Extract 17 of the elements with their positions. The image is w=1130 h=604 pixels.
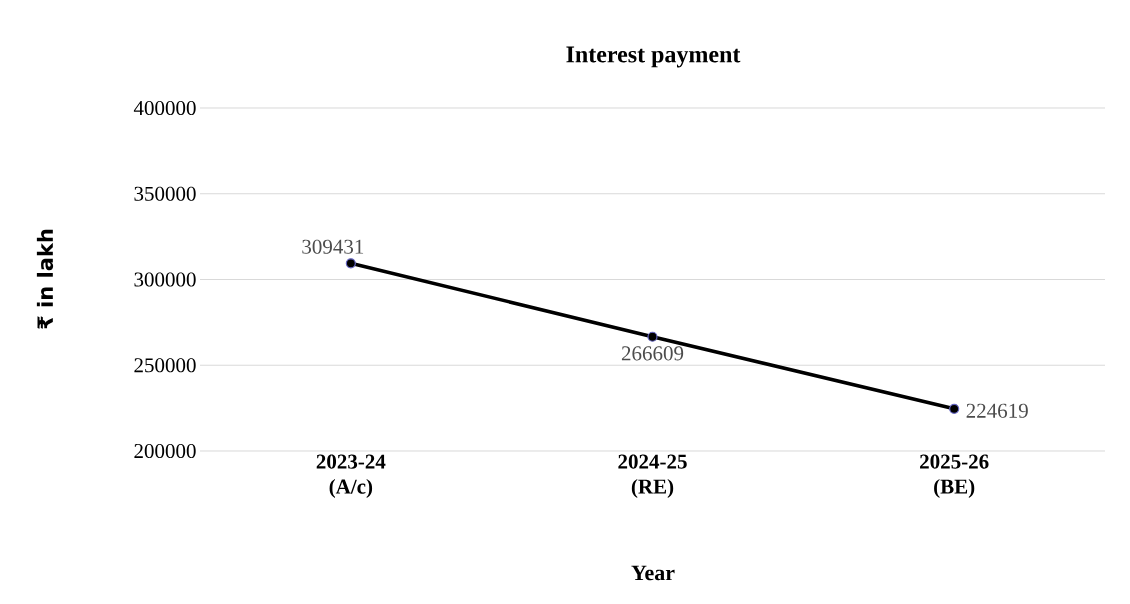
y-tick-label: 200000 [134,443,196,459]
y-tick-label: 350000 [134,186,196,201]
x-tick-label: 2025-26 (BE) [920,454,989,498]
y-tick-label: 300000 [134,272,196,287]
data-label: 224619 [966,403,1028,418]
y-tick-label: 250000 [134,358,196,373]
point [345,258,356,269]
chart-title: Interest payment [566,46,741,68]
data-label: 309431 [302,239,364,254]
y-tick-label: 400000 [133,100,196,116]
data-label: 266609 [621,346,684,361]
x-tick-label: 2023-24 (A/c) [316,454,386,498]
point [647,331,658,342]
x-tick-label: 2024-25 (RE) [618,454,687,498]
x-axis-title: Year [631,565,675,581]
y-axis-title: ₹ in lakh [36,229,54,329]
point [949,403,960,414]
